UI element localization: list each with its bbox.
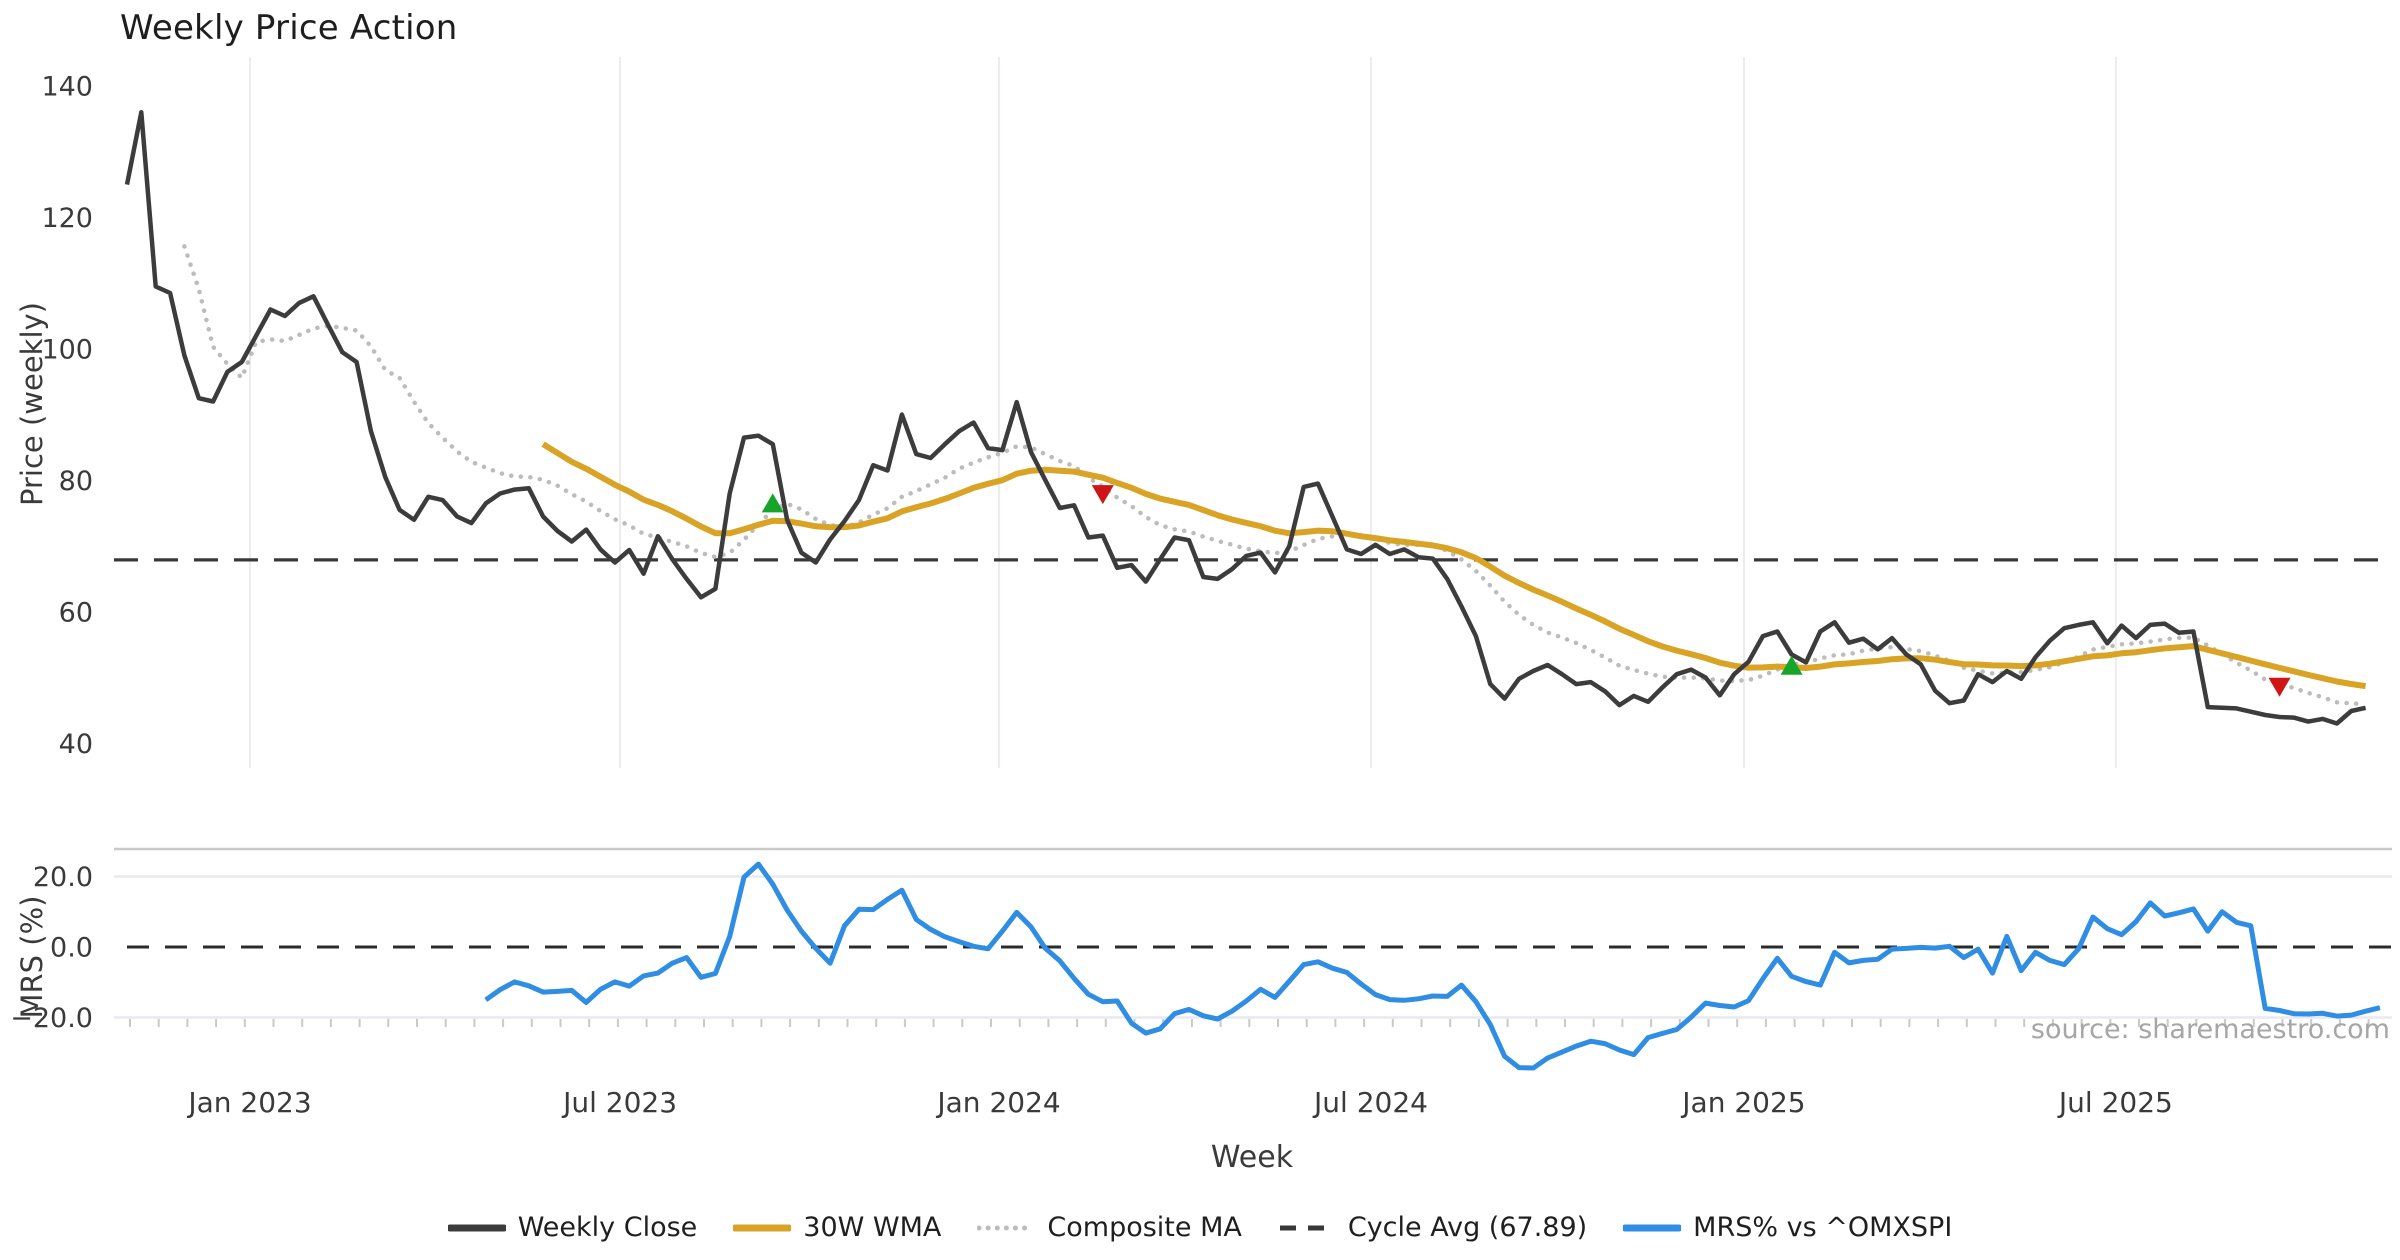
x-tick-label: Jul 2023 [561,1086,677,1119]
legend-swatch-dotted [977,1225,1036,1230]
mrs-y-tick-label: 20.0 [33,862,93,893]
chart-legend: Weekly Close 30W WMA Composite MA Cycle Avg… [0,1212,2400,1243]
legend-label: Weekly Close [517,1212,698,1243]
legend-item-30w-wma: 30W WMA [733,1212,941,1243]
price-y-tick-label: 140 [41,72,93,103]
legend-swatch-solid [447,1224,506,1231]
price-y-tick-label: 120 [41,203,93,234]
chart-title: Weekly Price Action [120,8,458,48]
legend-swatch-dashed [1279,1225,1334,1230]
x-tick-label: Jan 2023 [186,1086,311,1119]
mrs-y-tick-label: 0.0 [50,933,93,964]
x-tick-label: Jan 2025 [1680,1086,1805,1119]
x-tick-label: Jul 2025 [2057,1086,2173,1119]
source-attribution: source: sharemaestro.com [2030,1014,2390,1045]
price-y-tick-label: 80 [59,466,93,497]
x-axis-label: Week [1210,1140,1294,1175]
price-y-tick-label: 40 [59,729,93,760]
legend-label: Cycle Avg (67.89) [1347,1212,1588,1243]
legend-label: 30W WMA [803,1212,942,1243]
price-y-tick-label: 100 [41,334,93,365]
legend-item-weekly-close: Weekly Close [447,1212,698,1243]
legend-item-cycle-avg-67-89: Cycle Avg (67.89) [1278,1212,1587,1243]
mrs-y-tick-label: −20.0 [10,1003,93,1034]
wma30-line [541,441,2367,690]
legend-item-composite-ma: Composite MA [977,1212,1242,1243]
buy-signal-marker [761,493,784,513]
sell-signal-marker [2268,677,2291,697]
legend-swatch-solid [733,1224,792,1231]
mrs-line [484,861,2381,1071]
legend-swatch-solid [1623,1224,1682,1231]
composite-ma-line [182,244,2368,707]
sell-signal-marker [1091,485,1114,505]
legend-item-mrs-vs-omxspi: MRS% vs ^OMXSPI [1623,1212,1952,1243]
x-tick-label: Jul 2024 [1312,1086,1428,1119]
price-y-tick-label: 60 [59,597,93,628]
mrs-y-axis-label: MRS (%) [15,895,49,1019]
price-y-axis-label: Price (weekly) [15,301,49,507]
legend-label: MRS% vs ^OMXSPI [1693,1212,1953,1243]
weekly-close-line [124,110,2367,726]
buy-signal-marker [1780,655,1803,675]
legend-label: Composite MA [1047,1212,1242,1243]
x-tick-label: Jan 2024 [935,1086,1060,1119]
